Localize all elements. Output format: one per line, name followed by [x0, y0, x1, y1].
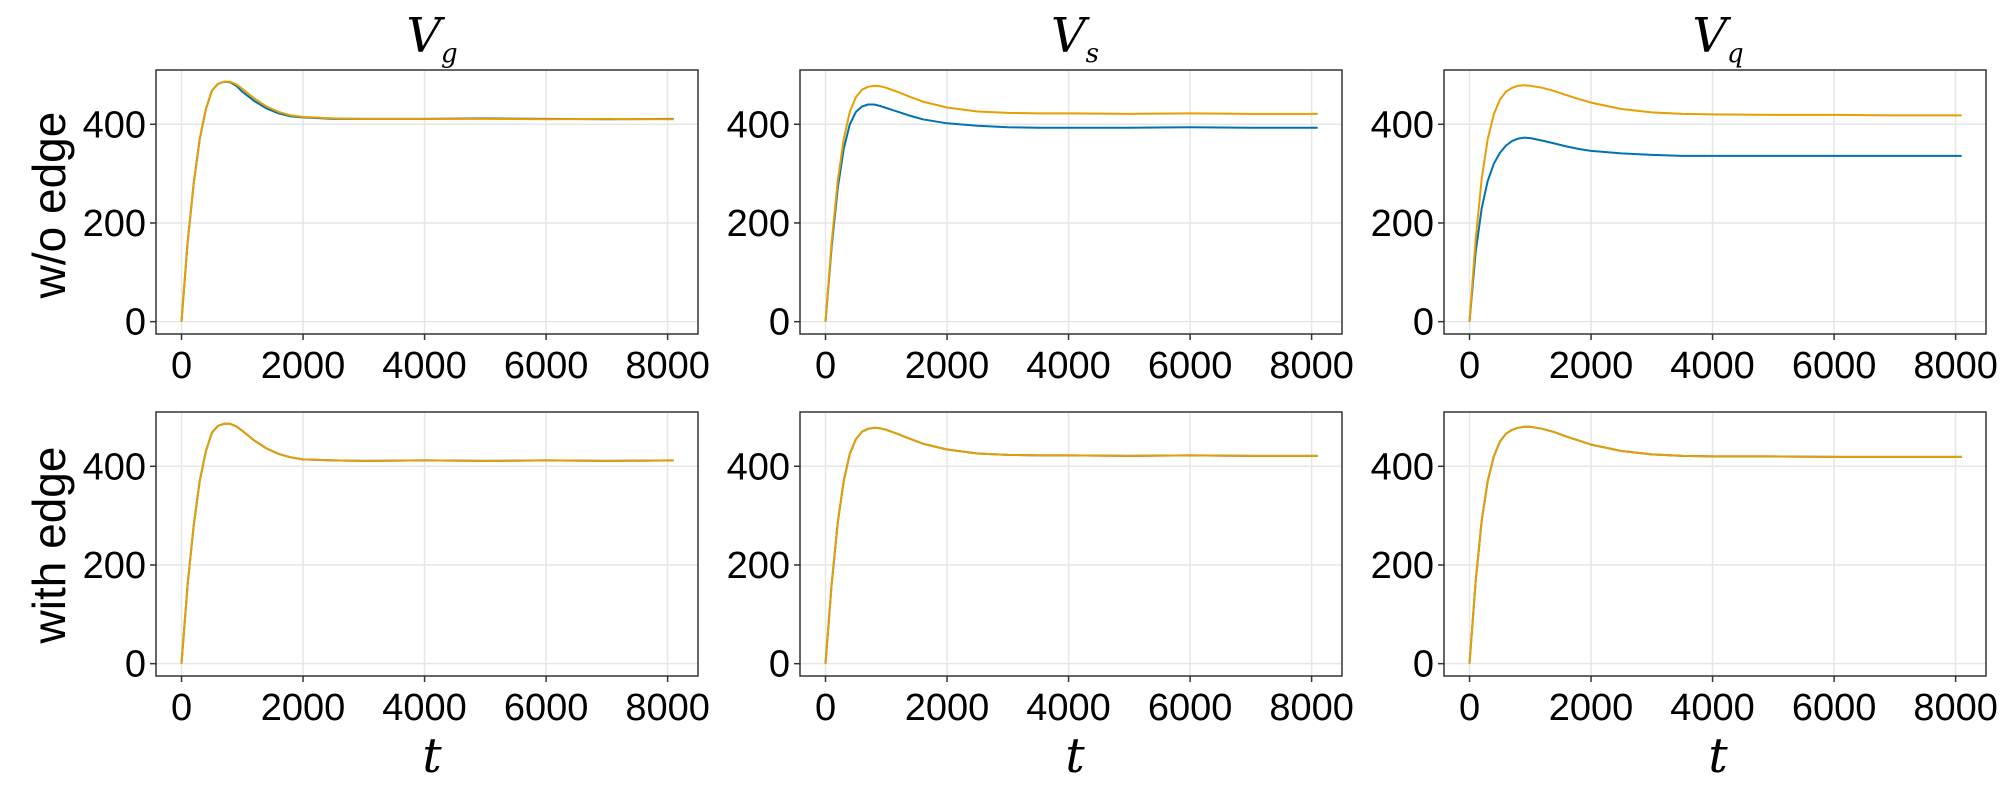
y-tick-label: 0: [769, 302, 790, 344]
col-title-vq: Vq: [1692, 8, 1743, 69]
col-title-vg: Vg: [406, 8, 457, 69]
x-tick-label: 0: [815, 687, 836, 729]
col-title-vs: Vs: [1051, 8, 1099, 69]
y-tick-label: 400: [1371, 446, 1434, 488]
x-tick-label: 4000: [1026, 687, 1111, 729]
y-tick-label: 400: [83, 446, 146, 488]
row-labels: w/o edge with edge: [23, 112, 75, 645]
panel-r2c3-grid: [1444, 412, 1986, 676]
x-tick-label: 0: [1459, 687, 1480, 729]
x-axis-label-col1: t: [422, 728, 442, 784]
panel-r1c1-frame: [155, 69, 699, 335]
panel-r1c1-grid: [156, 70, 698, 334]
y-tick-label: 400: [83, 104, 146, 146]
series-line-1: [824, 426, 1318, 664]
row-label-without-edge: w/o edge: [23, 112, 75, 300]
x-tick-label: 4000: [382, 687, 467, 729]
panel-r2c2-frame: [799, 411, 1343, 677]
series-line-2: [824, 84, 1318, 322]
series-line-2: [180, 80, 674, 322]
x-tick-label: 4000: [1670, 687, 1755, 729]
series-line-1: [824, 103, 1318, 322]
series-line-2: [824, 426, 1318, 664]
y-tick-label: 0: [125, 644, 146, 686]
y-tick-label: 200: [83, 545, 146, 587]
series-line-1: [1468, 425, 1962, 664]
panel-r1c3-frame: [1443, 69, 1987, 335]
x-tick-label: 0: [815, 345, 836, 387]
x-tick-label: 8000: [1913, 345, 1998, 387]
y-tick-label: 400: [727, 446, 790, 488]
panel-r1c2: 0 2000 4000 6000 8000 0 200 400: [727, 69, 1354, 387]
panel-r1c3-grid: [1444, 70, 1986, 334]
x-tick-label: 6000: [504, 687, 589, 729]
series-line-2: [1468, 84, 1962, 322]
panel-r2c1-frame: [155, 411, 699, 677]
series-line-2: [1468, 425, 1962, 664]
x-tick-label: 2000: [1549, 687, 1634, 729]
row-label-with-edge: with edge: [23, 447, 75, 645]
y-tick-label: 200: [1371, 203, 1434, 245]
x-axis-label-col3: t: [1708, 728, 1728, 784]
panel-r1c2-frame: [799, 69, 1343, 335]
x-tick-label: 4000: [382, 345, 467, 387]
y-tick-label: 200: [1371, 545, 1434, 587]
x-axis-label-col2: t: [1065, 728, 1085, 784]
panel-r1c2-grid: [800, 70, 1342, 334]
x-tick-label: 8000: [1269, 687, 1354, 729]
panel-r2c1: 0 2000 4000 6000 8000 0 200 400: [83, 411, 710, 729]
panel-r2c3: 0 2000 4000 6000 8000 0 200 400: [1371, 411, 1998, 729]
x-tick-label: 6000: [504, 345, 589, 387]
series-line-2: [180, 422, 674, 664]
y-tick-label: 200: [727, 203, 790, 245]
x-tick-label: 2000: [1549, 345, 1634, 387]
y-tick-label: 0: [125, 302, 146, 344]
series-line-1: [180, 80, 674, 322]
x-tick-label: 4000: [1670, 345, 1755, 387]
panel-r1c3: 0 2000 4000 6000 8000 0 200 400: [1371, 69, 1998, 387]
x-tick-label: 6000: [1148, 345, 1233, 387]
y-tick-label: 0: [1413, 302, 1434, 344]
panel-r2c1-grid: [156, 412, 698, 676]
x-axis-labels: t t t: [422, 728, 1728, 784]
series-line-1: [1468, 136, 1962, 322]
y-tick-label: 200: [727, 545, 790, 587]
y-tick-label: 0: [769, 644, 790, 686]
y-tick-label: 0: [1413, 644, 1434, 686]
y-tick-label: 400: [1371, 104, 1434, 146]
x-tick-label: 8000: [1269, 345, 1354, 387]
x-tick-label: 0: [1459, 345, 1480, 387]
panel-r2c2-grid: [800, 412, 1342, 676]
x-tick-label: 2000: [905, 687, 990, 729]
x-tick-label: 4000: [1026, 345, 1111, 387]
x-tick-label: 8000: [625, 687, 710, 729]
x-tick-label: 6000: [1792, 687, 1877, 729]
panel-r2c3-frame: [1443, 411, 1987, 677]
y-tick-label: 400: [727, 104, 790, 146]
y-tick-label: 200: [83, 203, 146, 245]
panel-r2c2: 0 2000 4000 6000 8000 0 200 400: [727, 411, 1354, 729]
x-tick-label: 6000: [1792, 345, 1877, 387]
x-tick-label: 2000: [905, 345, 990, 387]
x-tick-label: 0: [171, 345, 192, 387]
x-tick-label: 8000: [625, 345, 710, 387]
x-tick-label: 6000: [1148, 687, 1233, 729]
x-tick-label: 8000: [1913, 687, 1998, 729]
panel-r1c1: 0 2000 4000 6000 8000 0 200 400: [83, 69, 710, 387]
x-tick-label: 0: [171, 687, 192, 729]
column-titles: Vg Vs Vq: [406, 8, 1743, 69]
x-tick-label: 2000: [261, 687, 346, 729]
x-tick-label: 2000: [261, 345, 346, 387]
